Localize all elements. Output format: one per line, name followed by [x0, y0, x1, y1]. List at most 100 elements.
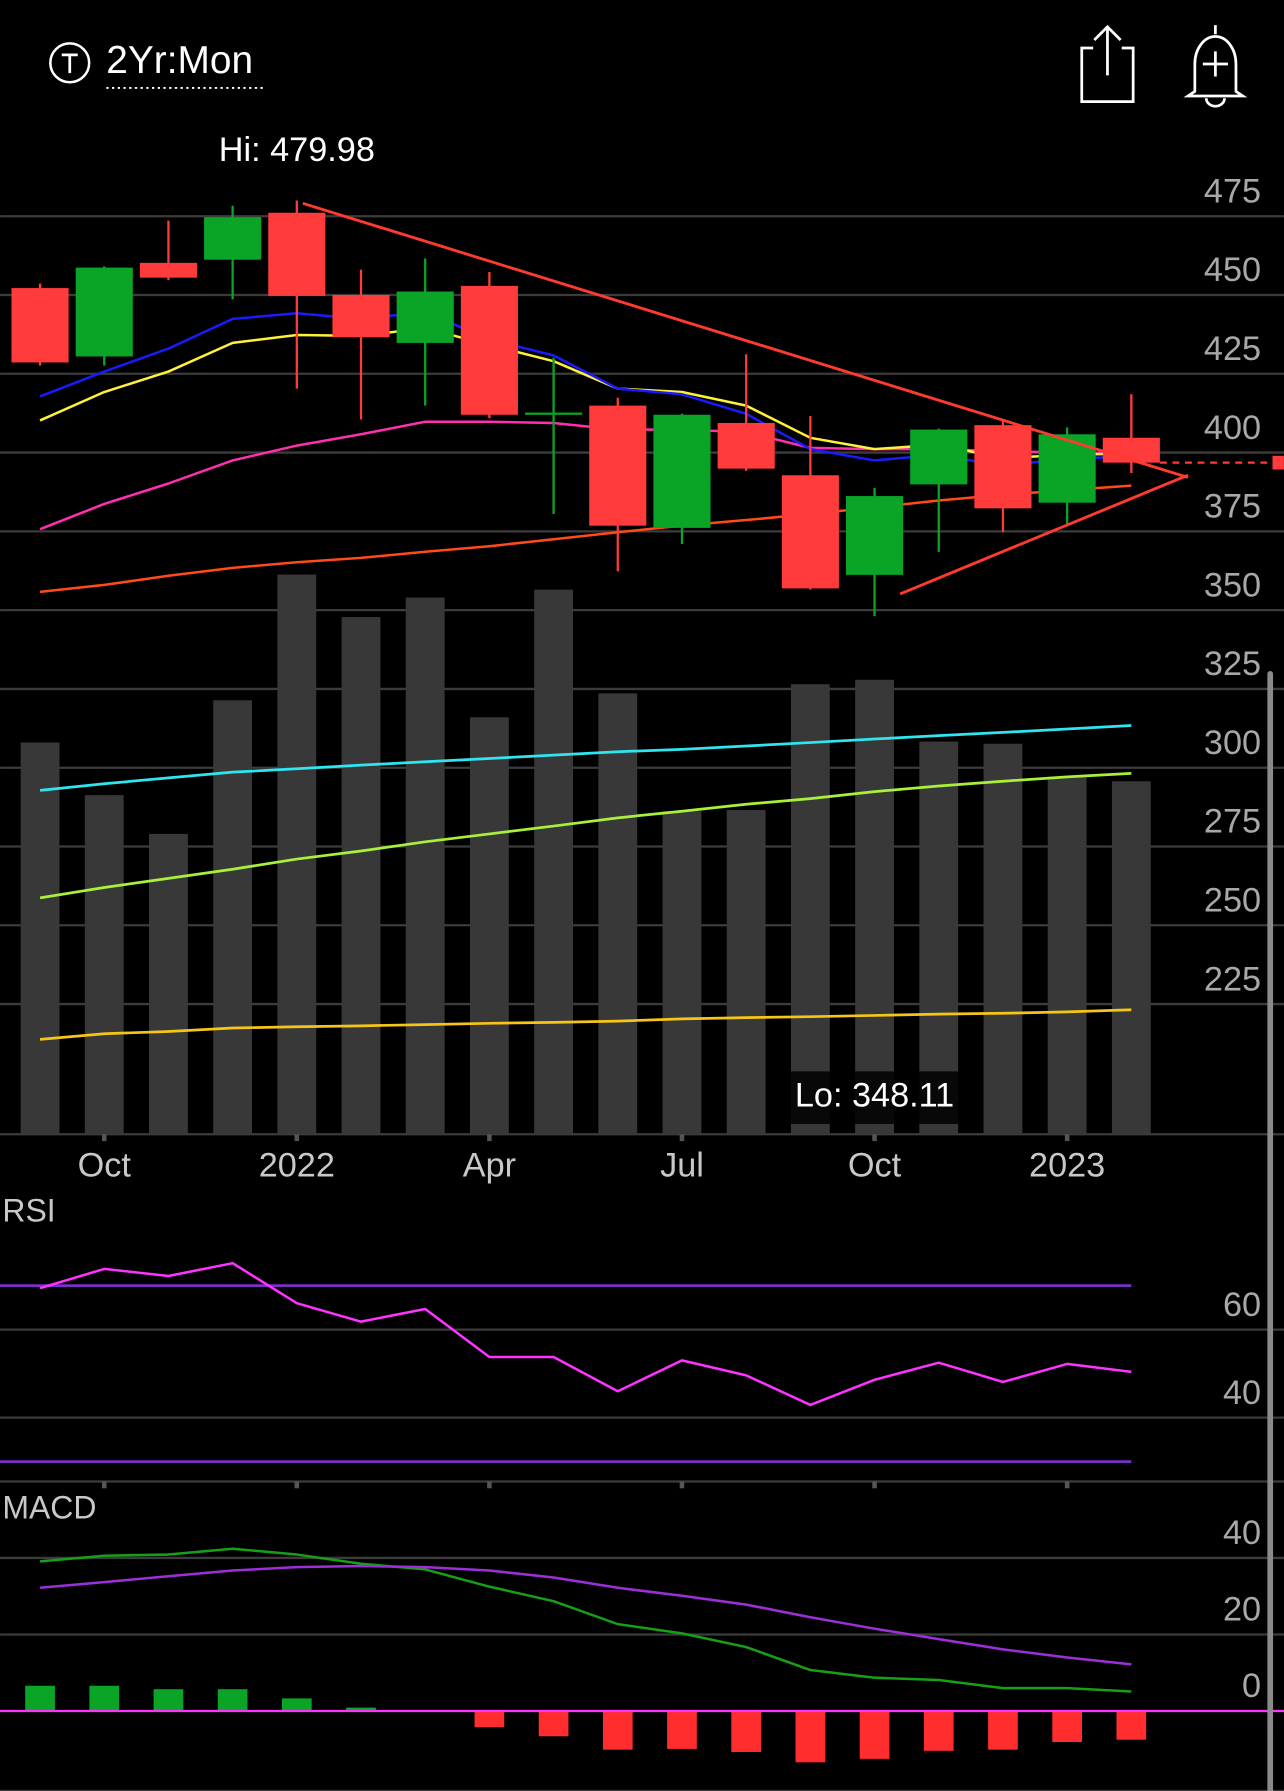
candle-body: [11, 288, 69, 363]
volume-bar: [855, 679, 894, 1135]
candle-body: [717, 422, 775, 469]
ticker-circle: [49, 42, 91, 84]
volume-bar: [341, 617, 381, 1135]
ticker-icon[interactable]: [49, 42, 91, 84]
histogram-bar: [474, 1711, 505, 1728]
share-box: [1080, 46, 1135, 104]
candle-body: [846, 496, 904, 575]
candle-body: [75, 267, 133, 357]
trend-line-upper: [302, 201, 1189, 479]
y-tick-label: 325: [1204, 645, 1261, 683]
header: 2Yr:Mon: [49, 24, 1248, 108]
y-tick-label: 0: [1242, 1667, 1261, 1705]
volume-bar: [469, 717, 509, 1135]
volume-bar: [1047, 776, 1087, 1135]
histogram-bar: [217, 1689, 248, 1712]
x-tick-label: Oct: [78, 1146, 132, 1184]
y-tick-label: 400: [1204, 409, 1261, 447]
x-tick-label: Apr: [463, 1146, 516, 1184]
histogram-bar: [153, 1689, 184, 1712]
candle-body: [268, 212, 326, 296]
bell-plus: [1202, 51, 1228, 77]
share-arrow: [1093, 24, 1122, 76]
histogram-bar: [89, 1685, 120, 1712]
volume-bar: [790, 684, 830, 1135]
indicator-line: [39, 1547, 1132, 1693]
candle-body: [139, 262, 197, 278]
ticker-letter: [61, 53, 78, 74]
histogram-bar: [1116, 1711, 1147, 1740]
bell: [1183, 25, 1248, 108]
candle-body: [589, 405, 647, 526]
candle-body: [332, 294, 390, 338]
trend-lines: [302, 201, 1189, 596]
y-tick-label: 20: [1223, 1591, 1261, 1629]
y-tick-label: 450: [1204, 251, 1261, 289]
candle-body: [204, 217, 262, 260]
volume-bar: [277, 574, 317, 1135]
volume-bar: [1111, 781, 1151, 1135]
moving-average-line: [39, 484, 1132, 594]
candle-body: [396, 291, 454, 343]
y-tick-label: 300: [1204, 724, 1261, 762]
volume-bar: [726, 809, 766, 1135]
histogram-bar: [346, 1707, 376, 1712]
histogram-bar: [988, 1711, 1018, 1750]
share-button[interactable]: [1080, 24, 1135, 104]
volume-bar: [534, 589, 574, 1135]
histogram-bar: [602, 1711, 633, 1750]
y-tick-label: 250: [1204, 881, 1261, 919]
candle-body: [460, 285, 518, 415]
y-tick-label: 375: [1204, 488, 1261, 526]
x-tick-label: Oct: [848, 1146, 902, 1184]
volume-bar: [84, 795, 124, 1135]
y-tick-label: 40: [1223, 1374, 1261, 1412]
low-label-bg: [788, 1071, 961, 1124]
histogram-bar: [859, 1711, 890, 1759]
high-label: Hi: 479.98: [219, 131, 375, 169]
panel-title: MACD: [2, 1489, 96, 1525]
histogram-bar: [731, 1711, 762, 1752]
volume-bar: [149, 833, 188, 1135]
volume-bar: [983, 743, 1023, 1135]
y-tick-label: 425: [1204, 330, 1261, 368]
y-tick-label: 275: [1204, 803, 1261, 841]
candle-body: [1038, 434, 1096, 503]
volume-average-line: [39, 1008, 1132, 1041]
histogram-bar: [667, 1711, 697, 1749]
histogram-bar: [538, 1711, 569, 1737]
trend-line-lower: [899, 473, 1189, 596]
x-tick-label: 2022: [259, 1146, 335, 1184]
last-price-marker: [1272, 455, 1284, 470]
panel-title: RSI: [2, 1192, 55, 1228]
volume-bar: [20, 742, 60, 1135]
indicator-line: [39, 1261, 1132, 1407]
y-tick-label: 350: [1204, 566, 1261, 604]
volume-average-line: [39, 772, 1132, 900]
period-selector[interactable]: 2Yr:Mon: [106, 39, 253, 82]
histogram-bar: [923, 1711, 954, 1751]
y-tick-label: 60: [1223, 1286, 1261, 1324]
histogram-bar: [281, 1698, 312, 1712]
indicator-line: [39, 1564, 1132, 1666]
y-tick-label: 225: [1204, 960, 1261, 998]
x-tick-label: 2023: [1029, 1146, 1105, 1184]
x-tick-label: Jul: [660, 1146, 704, 1184]
volume-average-line: [39, 724, 1132, 792]
volume-bar: [213, 700, 253, 1135]
alert-button[interactable]: [1183, 25, 1248, 108]
candle-body: [653, 414, 711, 528]
candle-body: [974, 425, 1032, 509]
y-tick-label: 40: [1223, 1514, 1261, 1552]
candle-body: [781, 475, 839, 589]
y-tick-label: 475: [1204, 172, 1261, 210]
volume-bar: [405, 597, 445, 1135]
candle-body: [525, 412, 583, 415]
histogram-bar: [1052, 1711, 1082, 1743]
histogram-bar: [795, 1711, 826, 1763]
volume-bar: [598, 693, 638, 1135]
candle-body: [910, 429, 968, 485]
